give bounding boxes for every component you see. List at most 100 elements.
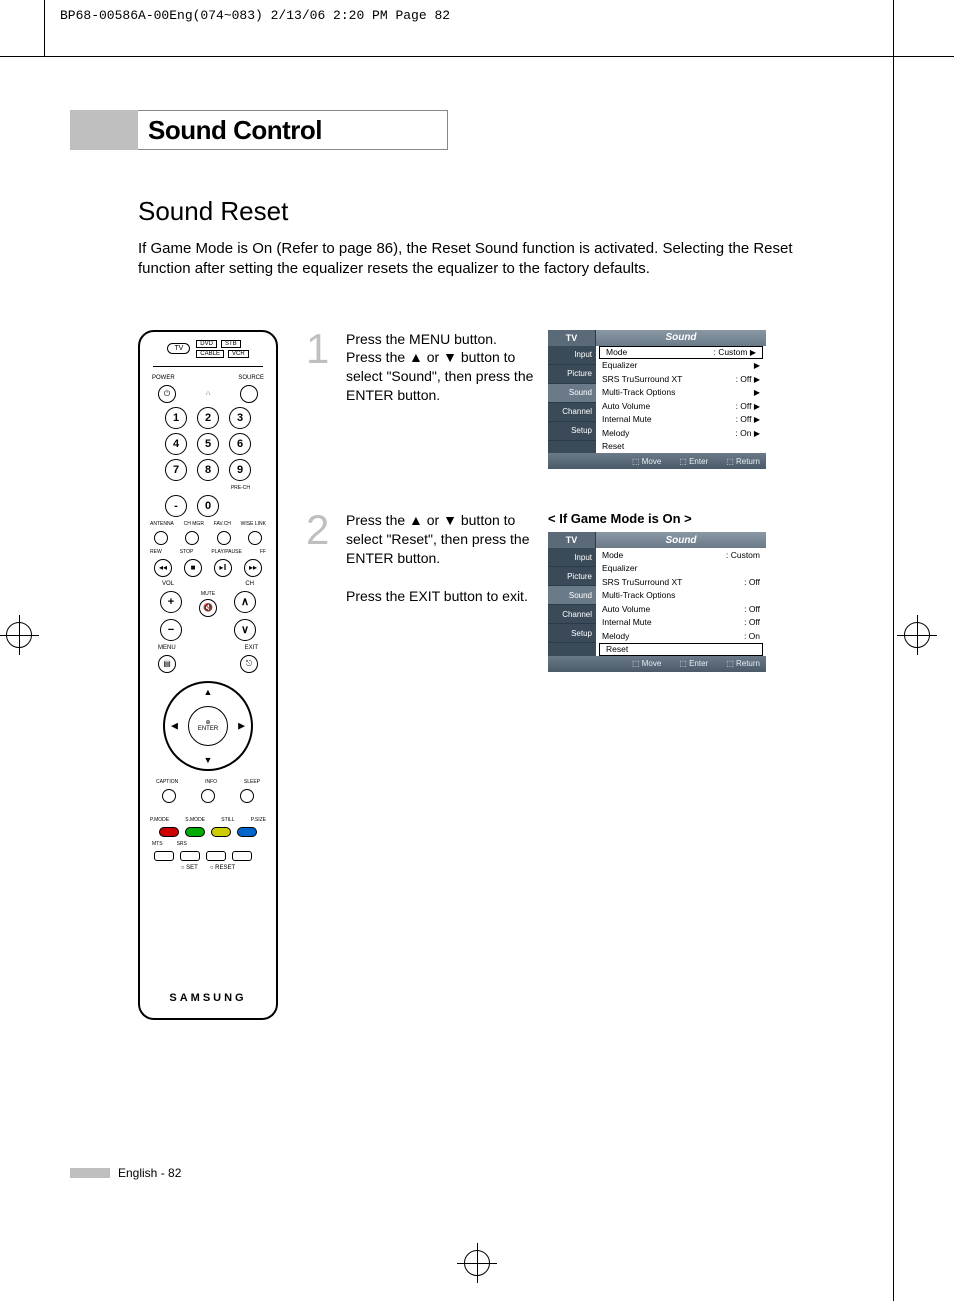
osd-side-picture: Picture	[548, 567, 596, 586]
crop-mark-top-left	[44, 0, 45, 56]
pmode-button	[159, 827, 179, 837]
step-1-text: Press the MENU button.Press the ▲ or ▼ b…	[346, 330, 536, 406]
osd-side-sound: Sound	[548, 384, 596, 403]
exit-button: ⎋	[240, 655, 258, 673]
title-accent-block	[70, 110, 138, 150]
registration-mark-bottom	[464, 1250, 490, 1276]
play-label: PLAY/PAUSE	[211, 549, 241, 555]
osd-side-sound: Sound	[548, 586, 596, 605]
pmode-label: P.MODE	[150, 817, 169, 823]
osd-row-auto-volume: Auto Volume: Off ▶	[596, 399, 766, 413]
osd-foot-return: ⬚ Return	[718, 457, 760, 466]
osd-row-srs-trusurround-xt: SRS TruSurround XT: Off ▶	[596, 372, 766, 386]
num-8: 8	[197, 459, 219, 481]
osd-foot-enter: ⬚ Enter	[671, 659, 708, 668]
dpad-left: ◀	[171, 720, 178, 731]
osd-row-reset: Reset	[596, 440, 766, 454]
osd-row-internal-mute: Internal Mute: Off ▶	[596, 413, 766, 427]
smode-button	[185, 827, 205, 837]
footer-accent	[70, 1168, 110, 1178]
dpad-right: ▶	[238, 720, 245, 731]
num-1: 1	[165, 407, 187, 429]
osd-side-setup: Setup	[548, 624, 596, 643]
osd-row-equalizer: Equalizer	[596, 562, 766, 576]
remote-control-diagram: TV DVD STB CABLE VCR POWERSOURCE ⏻ ∴	[138, 330, 278, 1020]
remote-cable-button: CABLE	[196, 350, 224, 358]
rew-label: REW	[150, 549, 162, 555]
sleep-label: SLEEP	[244, 779, 260, 785]
source-button	[240, 385, 258, 403]
page-subtitle: Sound Reset	[138, 196, 830, 227]
psize-button	[237, 827, 257, 837]
osd-row-reset: Reset	[599, 643, 763, 656]
osd-footer: ⬚ Move⬚ Enter⬚ Return	[548, 453, 766, 469]
dpad-down: ▼	[204, 755, 213, 765]
ff-button: ▸▸	[244, 559, 262, 577]
osd-row-internal-mute: Internal Mute: Off	[596, 616, 766, 630]
num-9: 9	[229, 459, 251, 481]
chmgr-button	[185, 531, 199, 545]
osd-row-mode: Mode: Custom	[596, 548, 766, 562]
vol-label: VOL	[162, 581, 174, 587]
page-footer: English - 82	[70, 1166, 181, 1180]
wiselink-button	[248, 531, 262, 545]
osd-side-channel: Channel	[548, 403, 596, 422]
caption-button	[162, 789, 176, 803]
step-2-text: Press the ▲ or ▼ button to select "Reset…	[346, 511, 536, 605]
section-title-bar: Sound Control	[70, 110, 830, 150]
osd-side-setup: Setup	[548, 422, 596, 441]
psize-label: P.SIZE	[251, 817, 266, 823]
sleep-button	[240, 789, 254, 803]
remote-stb-button: STB	[221, 340, 241, 348]
osd-screenshot-2: TV Sound InputPictureSoundChannelSetup M…	[548, 532, 766, 672]
osd-row-multi-track-options: Multi-Track Options	[596, 589, 766, 603]
ch-down: ∨	[234, 619, 256, 641]
antenna-label: ANTENNA	[150, 521, 174, 527]
wiselink-label: WISE LINK	[241, 521, 266, 527]
antenna-button	[154, 531, 168, 545]
mute-button: 🔇	[199, 599, 217, 617]
power-button: ⏻	[158, 385, 176, 403]
vol-down: −	[160, 619, 182, 641]
dpad-up: ▲	[204, 687, 213, 697]
mts-label: MTS	[152, 841, 163, 847]
osd-row-equalizer: Equalizer ▶	[596, 359, 766, 373]
osd-row-melody: Melody: On	[596, 629, 766, 643]
set-label: SET	[186, 865, 198, 871]
osd-side-input: Input	[548, 548, 596, 567]
step-2-number: 2	[306, 511, 334, 549]
brand-logo: SAMSUNG	[169, 992, 246, 1004]
osd-row-auto-volume: Auto Volume: Off	[596, 602, 766, 616]
exit-label: EXIT	[245, 645, 258, 651]
footer-text: English - 82	[118, 1166, 181, 1180]
ff-label: FF	[260, 549, 266, 555]
smode-label: S.MODE	[185, 817, 205, 823]
favch-label: FAV.CH	[214, 521, 231, 527]
num-6: 6	[229, 433, 251, 455]
num-5: 5	[197, 433, 219, 455]
osd-screenshot-1: TV Sound InputPictureSoundChannelSetup M…	[548, 330, 766, 470]
extra-button-1	[206, 851, 226, 861]
osd-sidebar: InputPictureSoundChannelSetup	[548, 346, 596, 454]
ch-up: ∧	[234, 591, 256, 613]
registration-mark-left	[6, 622, 32, 648]
rew-button: ◂◂	[154, 559, 172, 577]
still-button	[211, 827, 231, 837]
srs-label: SRS	[177, 841, 187, 847]
step-1-number: 1	[306, 330, 334, 368]
osd-row-melody: Melody: On ▶	[596, 426, 766, 440]
section-title: Sound Control	[138, 110, 448, 150]
page-content: Sound Control Sound Reset If Game Mode i…	[70, 110, 830, 1020]
enter-button: ⊕ENTER	[188, 706, 228, 746]
osd-side-picture: Picture	[548, 365, 596, 384]
osd-row-multi-track-options: Multi-Track Options ▶	[596, 386, 766, 400]
remote-vcr-button: VCR	[228, 350, 249, 358]
step-1: 1 Press the MENU button.Press the ▲ or ▼…	[306, 330, 830, 470]
favch-button	[217, 531, 231, 545]
osd-header-tv: TV	[548, 532, 596, 548]
num-2: 2	[197, 407, 219, 429]
stop-button: ■	[184, 559, 202, 577]
source-label: SOURCE	[238, 375, 264, 381]
step-2: 2 Press the ▲ or ▼ button to select "Res…	[306, 511, 830, 672]
osd-header-title: Sound	[596, 532, 766, 548]
